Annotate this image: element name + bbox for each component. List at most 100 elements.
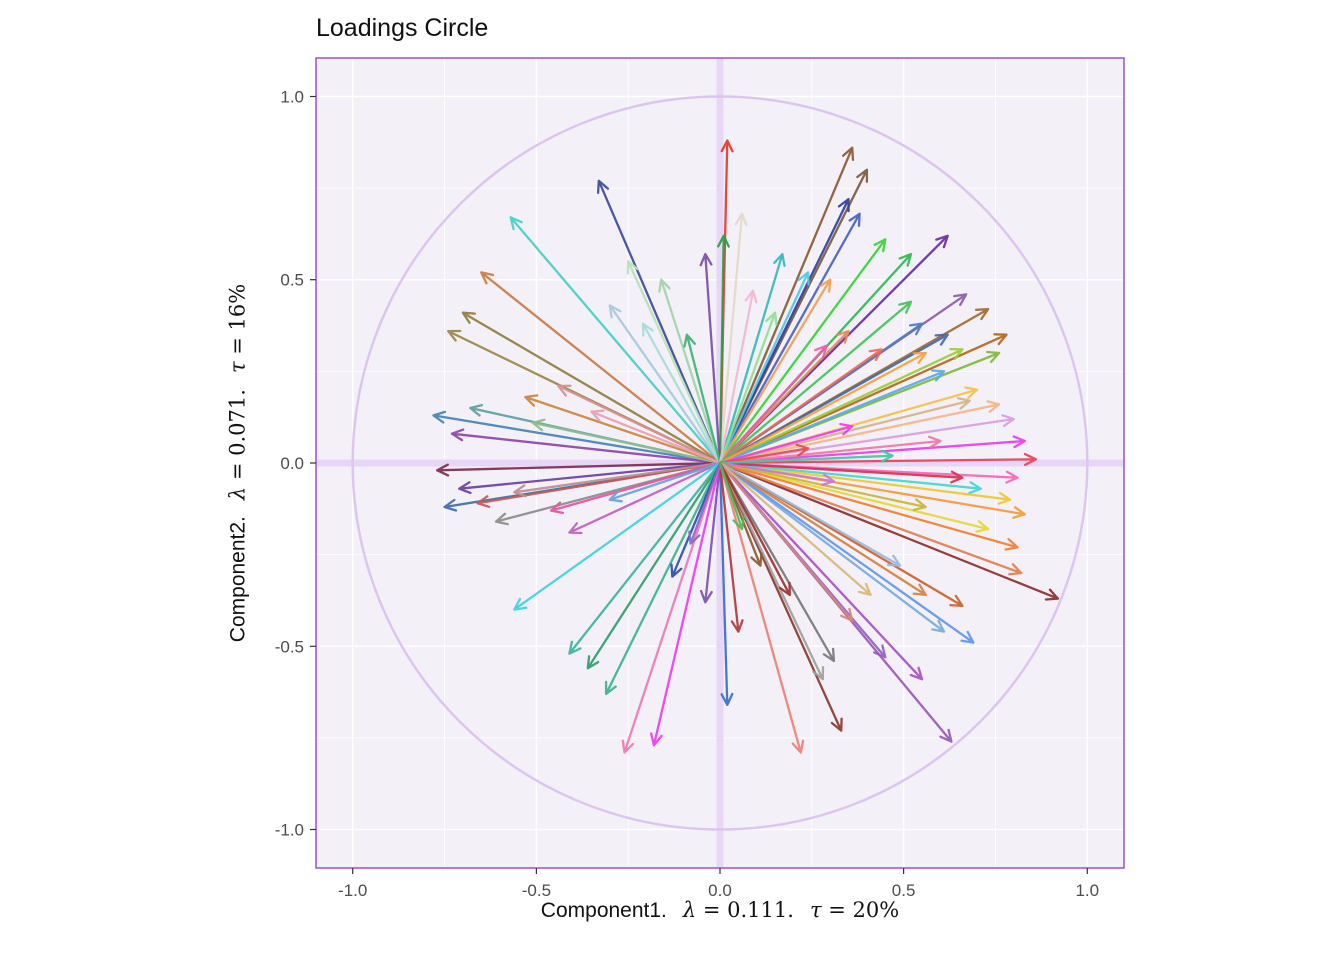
loading-arrow: [718, 351, 927, 465]
loading-arrow: [718, 461, 902, 567]
loading-arrow: [718, 461, 946, 633]
loading-arrow: [688, 461, 722, 545]
loading-arrow: [450, 428, 722, 465]
loading-arrow: [718, 461, 1060, 601]
loading-arrow: [718, 289, 758, 465]
loading-arrow: [718, 461, 791, 597]
loading-arrow: [718, 252, 786, 465]
loading-arrow: [718, 461, 836, 663]
loading-arrow: [718, 461, 1023, 576]
loading-arrow: [557, 384, 722, 465]
y-axis-lambda: λ = 0.071.: [225, 389, 250, 501]
loading-arrow: [718, 212, 748, 465]
loading-arrow: [586, 461, 722, 670]
loading-arrow: [590, 409, 722, 465]
y-tick-label: 1.0: [280, 88, 304, 107]
loading-arrow: [718, 311, 778, 465]
loading-arrow: [718, 461, 805, 754]
loading-arrow: [718, 461, 836, 487]
loading-arrow: [461, 311, 722, 465]
lambda-value: = 0.071.: [225, 389, 250, 487]
loading-arrow: [549, 461, 722, 515]
x-tick-label: -1.0: [338, 881, 367, 900]
loading-arrow: [531, 418, 722, 465]
loading-arrow: [718, 461, 924, 681]
loading-arrow: [621, 461, 722, 754]
loading-arrow: [608, 461, 722, 503]
loading-arrow: [699, 461, 722, 604]
loading-arrow: [718, 146, 855, 465]
loading-arrow: [718, 461, 964, 484]
loading-arrow: [432, 410, 722, 465]
loading-arrow: [718, 452, 1038, 466]
loading-arrow: [718, 461, 872, 597]
tau-symbol: τ: [809, 898, 822, 922]
loading-arrow: [699, 252, 722, 465]
loading-arrow: [718, 461, 927, 597]
loading-arrow: [513, 461, 722, 611]
loading-arrow: [718, 461, 1012, 505]
loading-arrow: [717, 234, 730, 465]
loading-arrow: [608, 304, 722, 465]
loading-arrow: [718, 461, 744, 633]
loading-arrow: [626, 260, 722, 465]
loading-arrow: [718, 422, 854, 465]
loading-arrow: [718, 461, 734, 707]
loading-arrow: [480, 271, 722, 465]
loading-arrow: [718, 400, 1001, 465]
loading-arrow: [718, 435, 942, 465]
y-tick-label: -1.0: [275, 821, 304, 840]
loading-arrow: [718, 278, 832, 465]
x-axis-lambda: λ = 0.111.: [683, 898, 794, 922]
loading-arrow: [718, 369, 946, 465]
loading-arrow: [718, 461, 982, 495]
tau-value: = 16%: [225, 283, 250, 362]
loading-arrow: [509, 216, 722, 465]
x-tick-label: -0.5: [522, 881, 551, 900]
loading-arrow: [718, 461, 975, 644]
x-tick-label: 0.5: [892, 881, 916, 900]
lambda-value: = 0.111.: [696, 898, 794, 922]
lambda-symbol: λ: [225, 486, 250, 501]
loading-arrow: [718, 238, 887, 465]
loading-arrow: [718, 461, 825, 681]
loading-arrow: [568, 461, 722, 535]
x-axis-component-label: Component1.: [540, 899, 667, 922]
y-tick-label: -0.5: [275, 637, 304, 656]
loading-arrow: [718, 344, 828, 465]
x-tick-label: 0.0: [708, 881, 732, 900]
loading-arrow: [718, 300, 913, 465]
tau-symbol: τ: [225, 361, 250, 374]
loading-arrow: [436, 461, 722, 477]
loading-arrow: [718, 461, 1019, 551]
loading-arrow: [718, 271, 810, 465]
loading-arrow: [718, 461, 745, 531]
y-axis-component-label: Component2.: [226, 516, 250, 643]
loading-arrow: [658, 278, 722, 465]
loading-arrow: [718, 461, 990, 533]
loading-arrow: [718, 443, 810, 465]
loading-arrow: [650, 461, 722, 747]
loading-arrow: [718, 348, 883, 465]
plot-title: Loadings Circle: [316, 14, 489, 42]
x-axis-tau: τ = 20%: [809, 898, 900, 922]
loading-arrow: [458, 461, 722, 495]
loading-arrow: [524, 394, 722, 465]
loading-arrow: [718, 435, 1026, 465]
x-tick-label: 1.0: [1075, 881, 1099, 900]
loading-arrow: [718, 347, 964, 465]
loading-arrow: [718, 449, 894, 465]
y-tick-label: 0.0: [280, 454, 304, 473]
loading-arrow: [683, 333, 722, 465]
tau-value: = 20%: [821, 898, 900, 922]
loading-arrow: [568, 461, 722, 655]
loading-arrow: [641, 322, 722, 465]
loading-arrow: [718, 212, 861, 465]
unit-circle: [351, 95, 1089, 831]
y-axis-label: Component2. λ = 0.071. τ = 16%: [226, 284, 251, 642]
y-axis-tau: τ = 16%: [225, 283, 250, 374]
loading-arrow: [718, 461, 854, 622]
loading-arrow: [604, 461, 722, 696]
